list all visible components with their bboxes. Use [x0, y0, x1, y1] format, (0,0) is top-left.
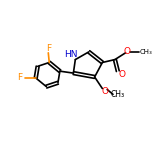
Text: CH₃: CH₃ [111, 90, 125, 99]
Text: O: O [102, 87, 109, 96]
Text: F: F [46, 45, 51, 54]
Text: HN: HN [64, 50, 77, 59]
Text: F: F [17, 73, 22, 82]
Text: CH₃: CH₃ [139, 49, 152, 55]
Text: O: O [118, 70, 125, 79]
Text: O: O [124, 47, 131, 56]
